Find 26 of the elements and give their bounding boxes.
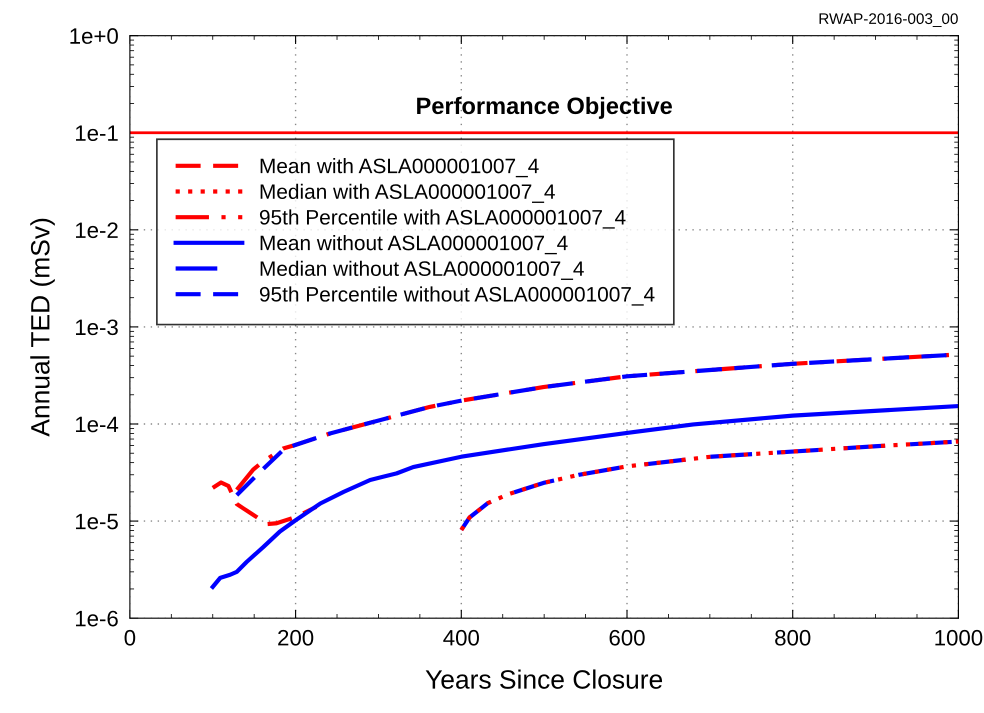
text: RWAP-2016-003_00	[820, 13, 958, 27]
legend-label: 95th Percentile with ASLA000001007_4	[260, 209, 626, 229]
legend-label: Median without ASLA000001007_4	[260, 260, 584, 280]
legend-label: Mean without ASLA000001007_4	[260, 235, 568, 254]
y-tick-label: 1e-2	[76, 222, 118, 238]
line-series	[210, 404, 958, 589]
x-tick-label: 200	[278, 630, 314, 646]
x-tick-label: 600	[610, 630, 645, 646]
ref-line-label: Performance Objective	[417, 96, 672, 119]
line-series	[210, 480, 318, 526]
y-tick-label: 1e+0	[70, 28, 118, 44]
x-axis-title: Years Since Closure	[426, 669, 662, 689]
x-tick-label: 1000	[935, 630, 982, 646]
y-tick-label: 1e-3	[76, 319, 118, 336]
legend-label: Mean with ASLA000001007_4	[260, 158, 539, 178]
legend-label: Median with ASLA000001007_4	[260, 184, 555, 203]
y-tick-label: 1e-4	[76, 416, 118, 432]
x-tick-label: 400	[443, 630, 479, 646]
x-tick-label: 0	[124, 630, 136, 646]
y-tick-label: 1e-6	[76, 610, 118, 626]
y-tick-label: 1e-1	[76, 126, 118, 142]
line-series	[459, 439, 958, 532]
legend-label: 95th Percentile without ASLA000001007_4	[260, 286, 654, 306]
y-tick-label: 1e-5	[76, 514, 118, 530]
y-axis-title: Annual TED (mSv)	[30, 218, 55, 437]
x-tick-label: 800	[775, 630, 810, 646]
